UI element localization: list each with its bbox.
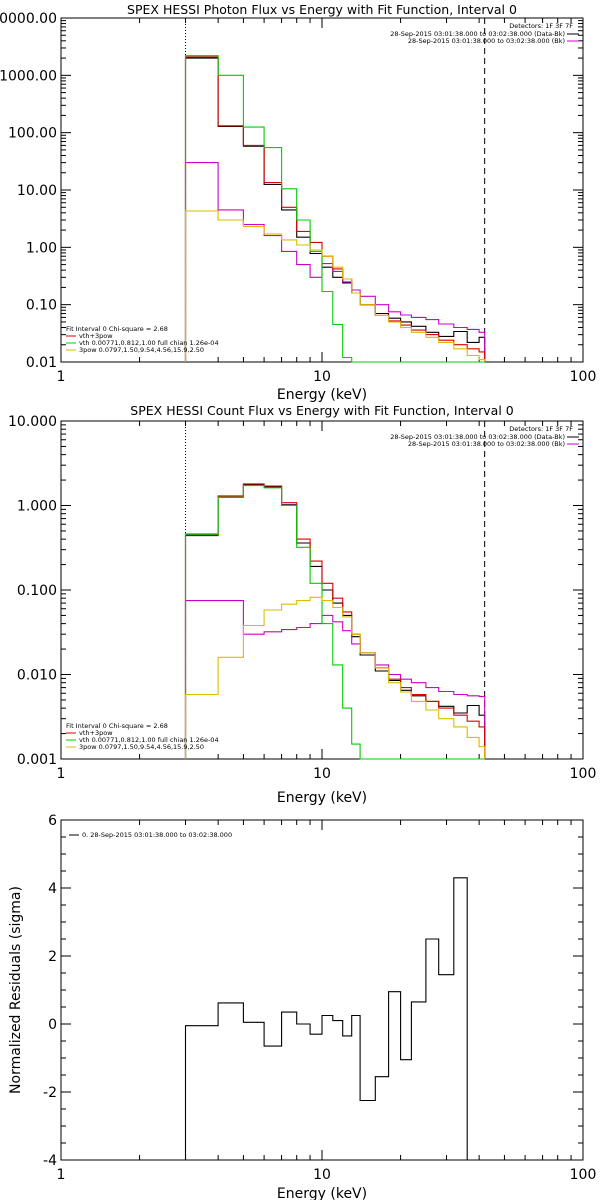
y-tick-label: -2 [43, 1085, 57, 1101]
fit-legend-header: Fit Interval 0 Chi-square = 2.68 [66, 325, 168, 333]
legend-header: Detectors: 1F 3F 7F [509, 22, 573, 30]
count-flux-xlabel: Energy (keV) [277, 790, 367, 806]
fit-legend-entry: 3pow 0.0797,1.50,9.54,4.56,15.9,2.50 [79, 743, 204, 751]
series-line-4 [184, 210, 486, 362]
fit-legend-entry: vth+3pow [79, 729, 113, 737]
y-tick-label: -4 [43, 1153, 57, 1169]
y-tick-label: 10000.00 [0, 11, 57, 27]
legend-entry: 28-Sep-2015 03:01:38.000 to 03:02:38.000… [390, 30, 565, 38]
fit-legend-header: Fit Interval 0 Chi-square = 2.68 [66, 722, 168, 730]
x-tick-label: 100 [570, 369, 597, 385]
y-tick-label: 1000.00 [0, 68, 57, 84]
x-tick-label: 10 [313, 369, 331, 385]
residuals-ylabel: Normalized Residuals (sigma) [8, 886, 24, 1094]
y-tick-label: 0 [48, 1017, 57, 1033]
y-tick-label: 1.000 [17, 499, 57, 515]
y-tick-label: 0.01 [26, 355, 57, 371]
residuals-xlabel: Energy (keV) [277, 1186, 367, 1200]
series-line-0 [184, 484, 486, 759]
y-tick-label: 100.00 [8, 126, 57, 142]
legend-entry: 28-Sep-2015 03:01:38.000 to 03:02:38.000… [408, 37, 565, 45]
fit-legend-entry: vth 0.00771,0.812,1.00 full chian 1.26e-… [79, 339, 219, 347]
y-tick-label: 0.10 [26, 298, 57, 314]
legend-header: Detectors: 1F 3F 7F [509, 425, 573, 433]
photon-flux-title: SPEX HESSI Photon Flux vs Energy with Fi… [127, 2, 517, 17]
x-tick-label: 100 [570, 766, 597, 782]
y-tick-label: 0.010 [17, 668, 57, 684]
x-tick-label: 10 [313, 766, 331, 782]
photon-flux-xlabel: Energy (keV) [277, 387, 367, 403]
count-flux-panel: SPEX HESSI Count Flux vs Energy with Fit… [8, 403, 596, 806]
photon-flux-panel: SPEX HESSI Photon Flux vs Energy with Fi… [0, 2, 596, 403]
series-line-1 [184, 600, 486, 759]
series-line-1 [184, 162, 486, 362]
legend-entry: 28-Sep-2015 03:01:38.000 to 03:02:38.000… [408, 440, 565, 448]
count-flux-title: SPEX HESSI Count Flux vs Energy with Fit… [130, 403, 513, 418]
residuals-plot-area [60, 819, 584, 1161]
fit-legend-entry: 3pow 0.0797,1.50,9.54,4.56,15.9,2.50 [79, 346, 204, 354]
x-tick-label: 10 [313, 1167, 331, 1183]
series-line-4 [184, 596, 486, 759]
y-tick-label: 0.001 [17, 752, 57, 768]
y-tick-label: 10.000 [8, 414, 57, 430]
y-tick-label: 4 [48, 881, 57, 897]
series-line-3 [184, 485, 485, 760]
series-line-0 [184, 877, 485, 1161]
residuals-panel: Energy (keV) Normalized Residuals (sigma… [8, 813, 596, 1200]
y-tick-label: 6 [48, 813, 57, 829]
fit-legend-entry: vth 0.00771,0.812,1.00 full chian 1.26e-… [79, 736, 219, 744]
photon-flux-plot-area [60, 17, 584, 363]
y-tick-label: 2 [48, 949, 57, 965]
x-tick-label: 100 [570, 1167, 597, 1183]
x-tick-label: 1 [57, 766, 66, 782]
series-line-3 [184, 55, 485, 363]
y-tick-label: 1.00 [26, 240, 57, 256]
y-tick-label: 10.00 [17, 183, 57, 199]
legend-entry: 28-Sep-2015 03:01:38.000 to 03:02:38.000… [390, 433, 565, 441]
y-tick-label: 0.100 [17, 583, 57, 599]
x-tick-label: 1 [57, 369, 66, 385]
legend-entry: 0. 28-Sep-2015 03:01:38.000 to 03:02:38.… [82, 831, 232, 839]
fit-legend-entry: vth+3pow [79, 332, 113, 340]
x-tick-label: 1 [57, 1167, 66, 1183]
